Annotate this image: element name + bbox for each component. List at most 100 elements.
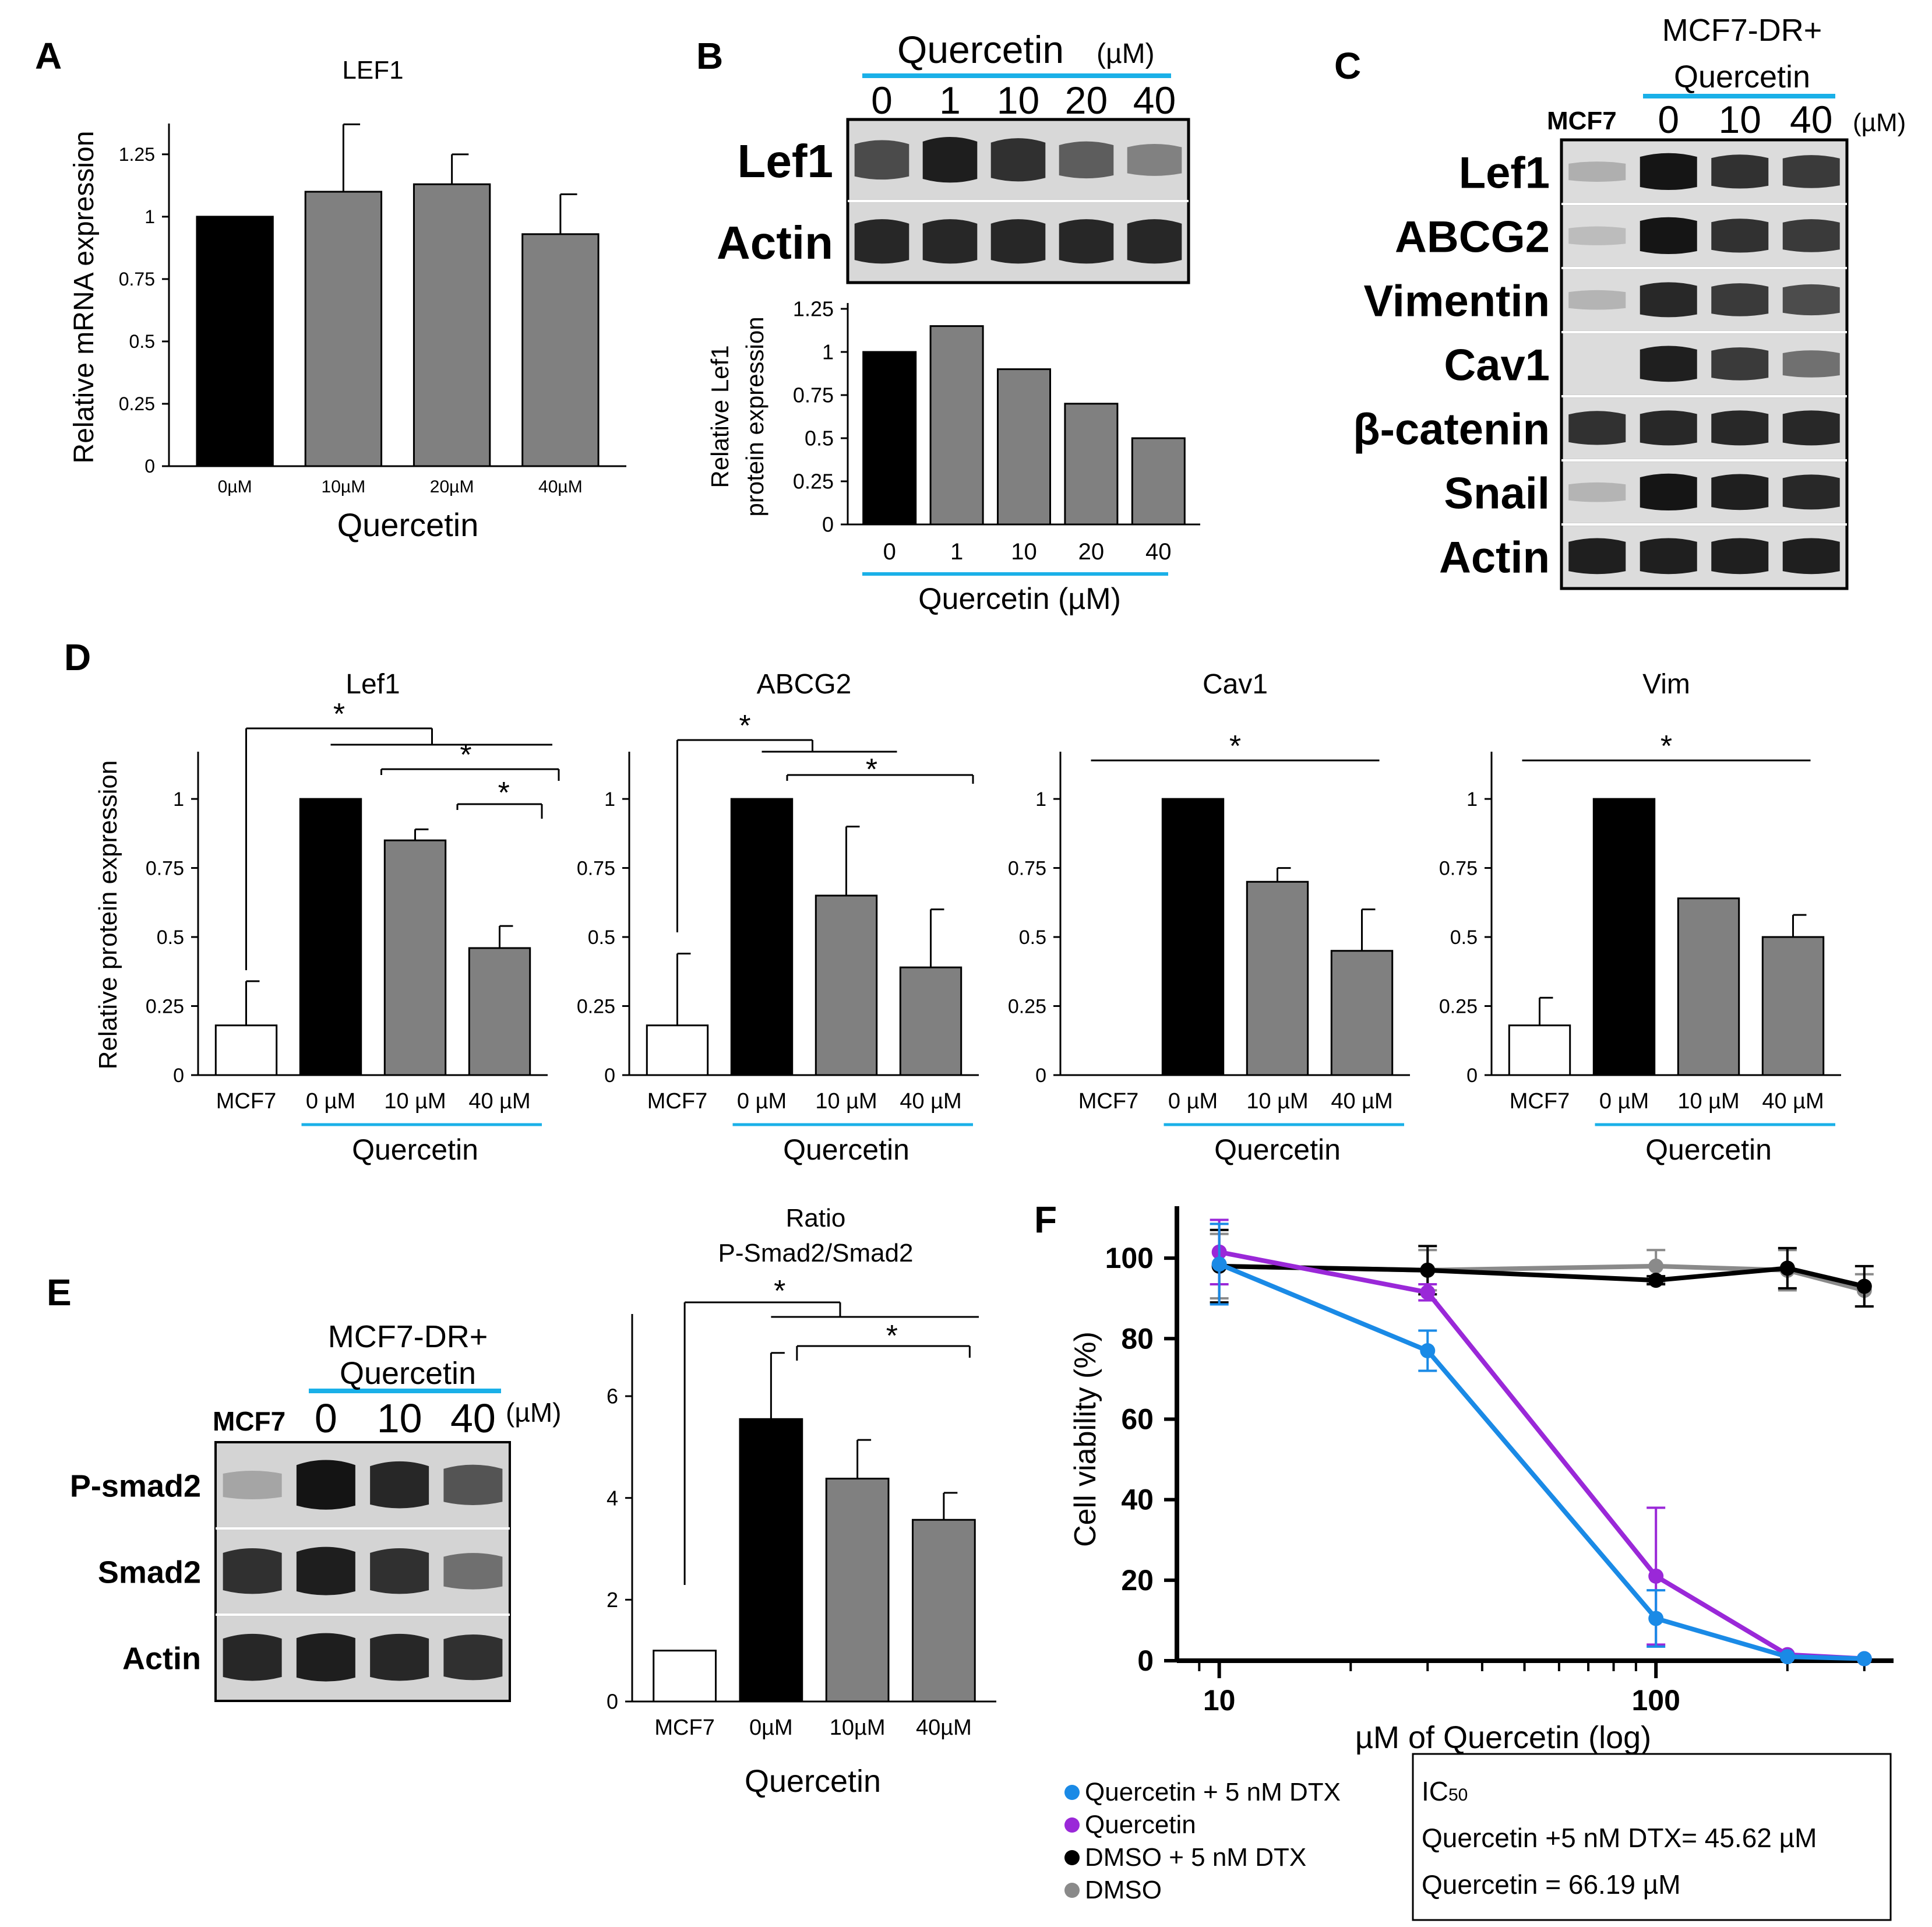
panel-letter-b: B bbox=[696, 35, 723, 77]
blot-band bbox=[1640, 538, 1697, 575]
x-tick-label: 40 µM bbox=[1331, 1089, 1392, 1114]
legend-label: DMSO + 5 nM DTX bbox=[1085, 1843, 1306, 1872]
blot-band bbox=[223, 1471, 282, 1499]
x-tick-label: MCF7 bbox=[216, 1089, 276, 1114]
blot-band bbox=[922, 219, 978, 264]
chart-d-cav1: 0 0.25 0.5 0.75 1 MCF7 0 µM 10 µM 40 µM Cav1 Querc… bbox=[1008, 669, 1410, 1166]
blot-band bbox=[1711, 154, 1769, 189]
blot-row-label: Actin bbox=[717, 217, 833, 269]
y-tick-label: 0.5 bbox=[157, 926, 184, 949]
blot-band bbox=[1640, 410, 1697, 446]
y-tick-label: 0.25 bbox=[577, 995, 615, 1017]
y-tick-label: 1 bbox=[822, 340, 834, 364]
x-tick-label: 10 bbox=[1011, 539, 1037, 565]
y-tick-label: 0 bbox=[604, 1065, 615, 1087]
bar bbox=[468, 947, 531, 1076]
y-tick-label: 100 bbox=[1105, 1242, 1154, 1274]
data-point bbox=[1211, 1256, 1227, 1272]
blot-band bbox=[1782, 219, 1840, 252]
x-tick-label: MCF7 bbox=[1510, 1089, 1570, 1114]
significance-star: * bbox=[774, 1274, 785, 1308]
y-tick-label: 1 bbox=[144, 206, 155, 227]
blot-row-label: Actin bbox=[122, 1641, 201, 1676]
blot-band bbox=[223, 1548, 282, 1594]
blot-unit: (µM) bbox=[506, 1397, 561, 1428]
chart-a-lef1-mrna: 0 0.25 0.5 0.75 1 1.25 0µM 10µM 20µM 40µM LEF1 Quer… bbox=[69, 56, 626, 543]
blot-band bbox=[1059, 141, 1114, 179]
x-tick-label: 20µM bbox=[430, 477, 474, 496]
y-axis-label-line1: Relative Lef1 bbox=[706, 345, 734, 488]
bar bbox=[1677, 897, 1740, 1076]
blot-band bbox=[1568, 161, 1626, 182]
blot-band bbox=[854, 140, 909, 180]
y-tick-label: 0 bbox=[173, 1065, 184, 1087]
blot-lane-label: 10 bbox=[997, 79, 1039, 122]
y-axis-label-line2: protein expression bbox=[741, 316, 768, 516]
x-tick-label: MCF7 bbox=[647, 1089, 707, 1114]
series-line bbox=[1218, 1249, 1865, 1661]
blot-band bbox=[854, 219, 909, 264]
legend-label: DMSO bbox=[1085, 1876, 1162, 1904]
ic50-box: IC50 Quercetin +5 nM DTX= 45.62 µM Querc… bbox=[1412, 1753, 1892, 1921]
y-axis-label: Relative mRNA expression bbox=[69, 131, 100, 464]
blot-control-label: MCF7 bbox=[1547, 107, 1617, 135]
x-tick-label: 0µM bbox=[218, 477, 252, 496]
blot-row-label: P-smad2 bbox=[70, 1468, 201, 1503]
y-tick-label: 0.25 bbox=[793, 470, 834, 494]
legend-marker bbox=[1064, 1883, 1080, 1898]
blot-band bbox=[1711, 283, 1769, 316]
chart-e-smad2-ratio: 0 2 4 6 MCF7 0µM 10µM 40µM Ratio P-Smad2/Smad2 Que… bbox=[607, 1204, 996, 1799]
chart-d-lef1: 0 0.25 0.5 0.75 1 MCF7 0 µM 10 µM 40 µM Lef1 Querc… bbox=[94, 669, 560, 1166]
y-tick-label: 1 bbox=[1466, 788, 1478, 811]
y-tick-label: 0 bbox=[822, 513, 834, 537]
legend-marker bbox=[1064, 1817, 1080, 1833]
chart-title: Vim bbox=[1642, 669, 1690, 700]
y-tick-label: 0.5 bbox=[588, 926, 615, 949]
blot-band bbox=[1127, 219, 1182, 264]
x-axis-label: Quercetin bbox=[1645, 1133, 1772, 1166]
blot-header-line1: MCF7-DR+ bbox=[328, 1319, 488, 1354]
blot-row-label: ABCG2 bbox=[1395, 212, 1550, 262]
y-tick-label: 0.5 bbox=[129, 331, 155, 352]
blot-row-label: Snail bbox=[1444, 468, 1550, 518]
western-blot-b: Lef1 Actin Quercetin (µM) 0 1 10 20 40 bbox=[717, 28, 1190, 284]
x-tick-label: 10 µM bbox=[1246, 1089, 1308, 1114]
bar bbox=[1508, 1024, 1571, 1076]
blot-band bbox=[443, 1634, 503, 1681]
x-tick-label: 0 µM bbox=[1168, 1089, 1218, 1114]
blot-band bbox=[1568, 290, 1626, 310]
y-tick-label: 0.75 bbox=[146, 857, 184, 879]
bar bbox=[1246, 880, 1309, 1076]
blot-band bbox=[1568, 226, 1626, 245]
legend-label: Quercetin bbox=[1085, 1810, 1196, 1839]
y-tick-label: 80 bbox=[1121, 1322, 1154, 1355]
bar bbox=[1161, 798, 1225, 1076]
chart-b-lef1-protein: 0 0.25 0.5 0.75 1 1.25 0 1 10 20 40 Quercetin (µM) R… bbox=[706, 297, 1200, 616]
blot-band bbox=[1127, 144, 1182, 176]
blot-unit: (µM) bbox=[1853, 108, 1906, 137]
bar bbox=[825, 1477, 890, 1703]
blot-band bbox=[1568, 538, 1626, 575]
x-axis-label: Quercetin bbox=[352, 1133, 478, 1166]
y-tick-label: 1.25 bbox=[119, 144, 155, 165]
data-point bbox=[1856, 1278, 1872, 1294]
x-tick-label: MCF7 bbox=[654, 1715, 714, 1740]
y-tick-label: 0.75 bbox=[1008, 857, 1046, 879]
x-tick-label: 40µM bbox=[916, 1715, 972, 1740]
bar bbox=[299, 798, 362, 1076]
x-tick-label: 10µM bbox=[830, 1715, 886, 1740]
blot-row-label: Smad2 bbox=[98, 1555, 201, 1590]
x-tick-label: 20 bbox=[1078, 539, 1105, 565]
blot-band bbox=[296, 1460, 355, 1510]
data-point bbox=[1779, 1649, 1795, 1665]
blot-band bbox=[1711, 538, 1769, 575]
bar bbox=[1761, 936, 1825, 1076]
y-tick-label: 0.25 bbox=[1439, 995, 1478, 1017]
x-tick-label: 100 bbox=[1631, 1684, 1680, 1717]
bar bbox=[912, 1519, 976, 1703]
blot-band bbox=[223, 1633, 282, 1681]
x-axis-label: Quercetin bbox=[783, 1133, 909, 1166]
blot-lane-label: 0 bbox=[315, 1396, 337, 1441]
y-tick-label: 0.75 bbox=[793, 383, 834, 407]
